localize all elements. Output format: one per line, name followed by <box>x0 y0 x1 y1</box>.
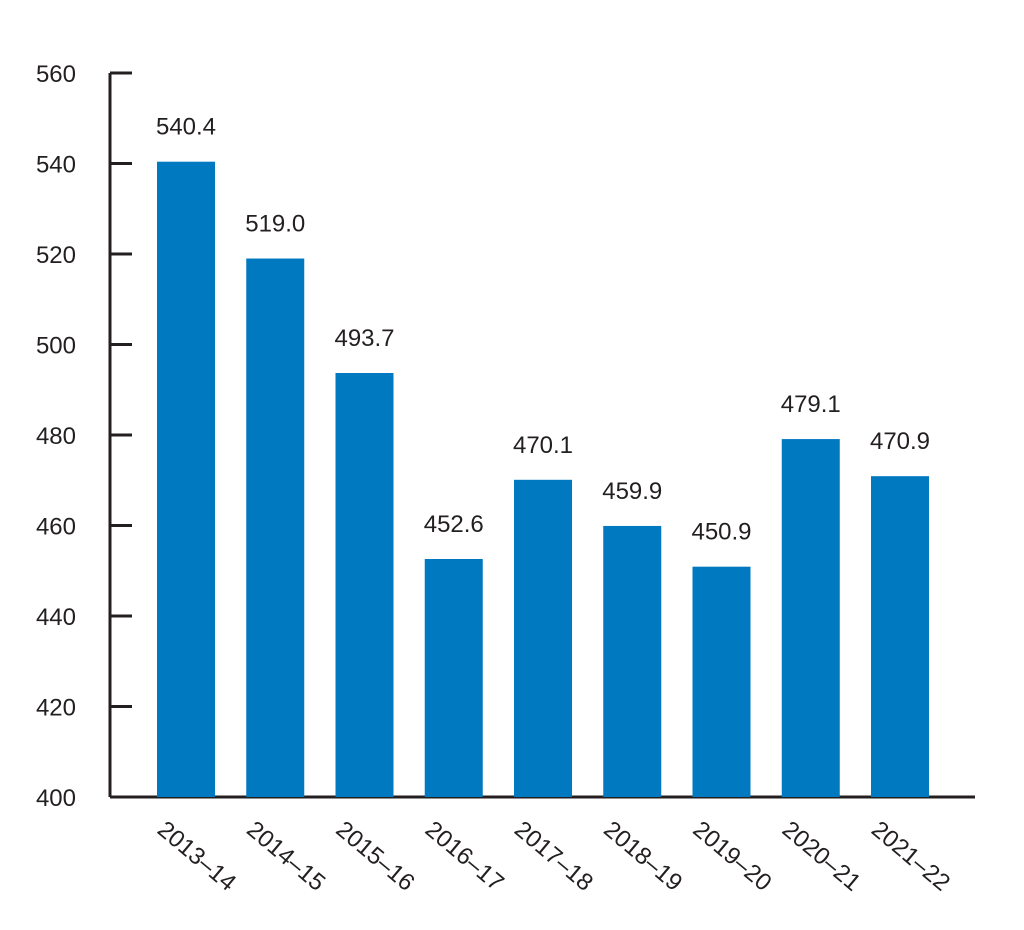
data-label: 452.6 <box>424 511 484 538</box>
x-tick-label: 2019–20 <box>688 816 777 897</box>
x-tick-label: 2013–14 <box>152 816 241 897</box>
y-tick-label: 480 <box>36 423 76 450</box>
data-labels: 540.4 519.0 493.7 452.6 470.1 459.9 450.9 479.1… <box>156 114 930 546</box>
x-tick-label: 2014–15 <box>241 816 330 897</box>
y-tick-label: 440 <box>36 604 76 631</box>
y-tick-label: 540 <box>36 152 76 179</box>
y-tick-label: 520 <box>36 242 76 269</box>
x-tick-label: 2016–17 <box>420 816 509 897</box>
bar <box>335 373 394 797</box>
y-tick-label: 560 <box>36 61 76 88</box>
x-tick-label: 2020–21 <box>777 816 866 897</box>
data-label: 540.4 <box>156 114 216 141</box>
data-label: 470.1 <box>513 432 573 459</box>
category-labels: 2013–14 2014–15 2015–16 2016–17 2017–18 2018–… <box>152 816 955 897</box>
data-label: 470.9 <box>870 428 930 455</box>
bar <box>514 479 572 797</box>
x-tick-label: 2021–22 <box>866 816 955 897</box>
bar <box>246 258 305 797</box>
x-tick-label: 2018–19 <box>598 816 687 897</box>
x-tick-label: 2017–18 <box>509 816 598 897</box>
bars <box>157 161 929 797</box>
y-tick-label: 420 <box>36 695 76 722</box>
bar <box>871 476 929 797</box>
y-axis: 400 420 440 460 480 500 520 540 560 <box>36 61 132 812</box>
data-label: 493.7 <box>334 325 394 352</box>
bar <box>603 525 662 797</box>
data-label: 479.1 <box>781 391 841 418</box>
bar <box>692 566 751 797</box>
x-tick-label: 2015–16 <box>331 816 420 897</box>
y-tick-label: 400 <box>36 785 76 812</box>
bar <box>424 558 483 797</box>
y-tick-label: 460 <box>36 514 76 541</box>
data-label: 450.9 <box>691 519 751 546</box>
bar <box>157 161 215 797</box>
bar <box>781 439 840 797</box>
data-label: 519.0 <box>245 211 305 238</box>
y-tick-label: 500 <box>36 333 76 360</box>
data-label: 459.9 <box>602 478 662 505</box>
